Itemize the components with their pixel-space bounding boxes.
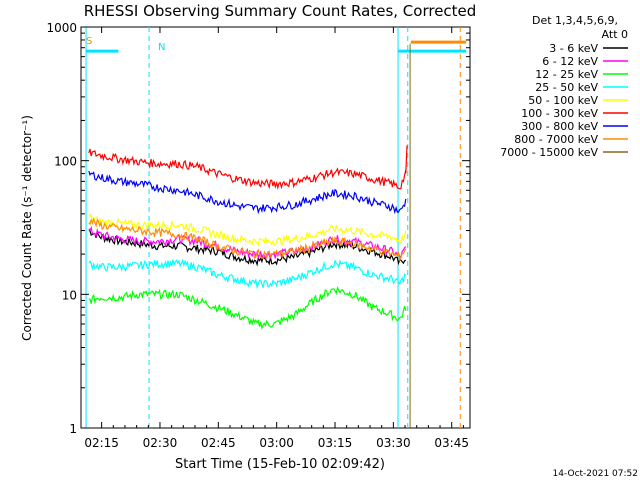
legend-label-0: 3 - 6 keV: [549, 42, 598, 55]
legend-label-2: 12 - 25 keV: [535, 68, 598, 81]
flag-label-s: S: [86, 36, 92, 47]
x-tick-label-4: 03:15: [318, 436, 353, 450]
flag-bars: [85, 40, 467, 53]
series-line-6: [88, 170, 407, 215]
x-axis-label: Start Time (15-Feb-10 02:09:42): [175, 457, 385, 472]
y-axis: 1 10 100 1000: [46, 21, 470, 436]
legend-label-5: 100 - 300 keV: [521, 107, 598, 120]
y-tick-label-2: 100: [54, 155, 77, 169]
x-tick-label-6: 03:45: [434, 436, 469, 450]
vertical-lines: [85, 27, 461, 428]
legend-label-1: 6 - 12 keV: [542, 55, 598, 68]
flag-label-n: N: [158, 42, 165, 53]
y-tick-label-0: 1: [69, 422, 77, 436]
series-line-2: [88, 285, 407, 330]
legend-label-4: 50 - 100 keV: [528, 94, 598, 107]
legend-label-7: 800 - 7000 keV: [514, 133, 598, 146]
plot-frame: [80, 26, 471, 429]
chart-title: RHESSI Observing Summary Count Rates, Co…: [84, 2, 477, 20]
series-lines: [88, 43, 411, 428]
flag-labels: SN: [86, 36, 165, 53]
y-axis-label: Corrected Count Rate (s⁻¹ detector⁻¹): [20, 115, 34, 341]
series-line-7: [88, 217, 407, 261]
x-tick-label-5: 03:30: [376, 436, 411, 450]
legend-label-3: 25 - 50 keV: [535, 81, 598, 94]
timestamp: 14-Oct-2021 07:52: [553, 469, 638, 479]
legend-header-line-1: Det 1,3,4,5,6,9,: [532, 14, 618, 27]
series-line-5: [88, 148, 407, 190]
y-tick-label-1: 10: [62, 288, 77, 302]
series-spike: [405, 145, 408, 174]
x-axis: 02:15 02:30 02:45 03:00 03:15 03:30 03:45: [84, 27, 469, 450]
series-line-4: [88, 212, 407, 247]
legend-label-8: 7000 - 15000 keV: [500, 146, 598, 159]
series-line-3: [88, 258, 407, 290]
x-tick-label-0: 02:15: [84, 436, 119, 450]
y-tick-label-3: 1000: [46, 21, 77, 35]
x-tick-label-2: 02:45: [201, 436, 236, 450]
legend-header-line-2: Att 0: [602, 28, 628, 41]
series-line-1: [88, 225, 407, 260]
legend-label-6: 300 - 800 keV: [521, 120, 598, 133]
x-tick-label-1: 02:30: [143, 436, 178, 450]
x-tick-label-3: 03:00: [259, 436, 294, 450]
